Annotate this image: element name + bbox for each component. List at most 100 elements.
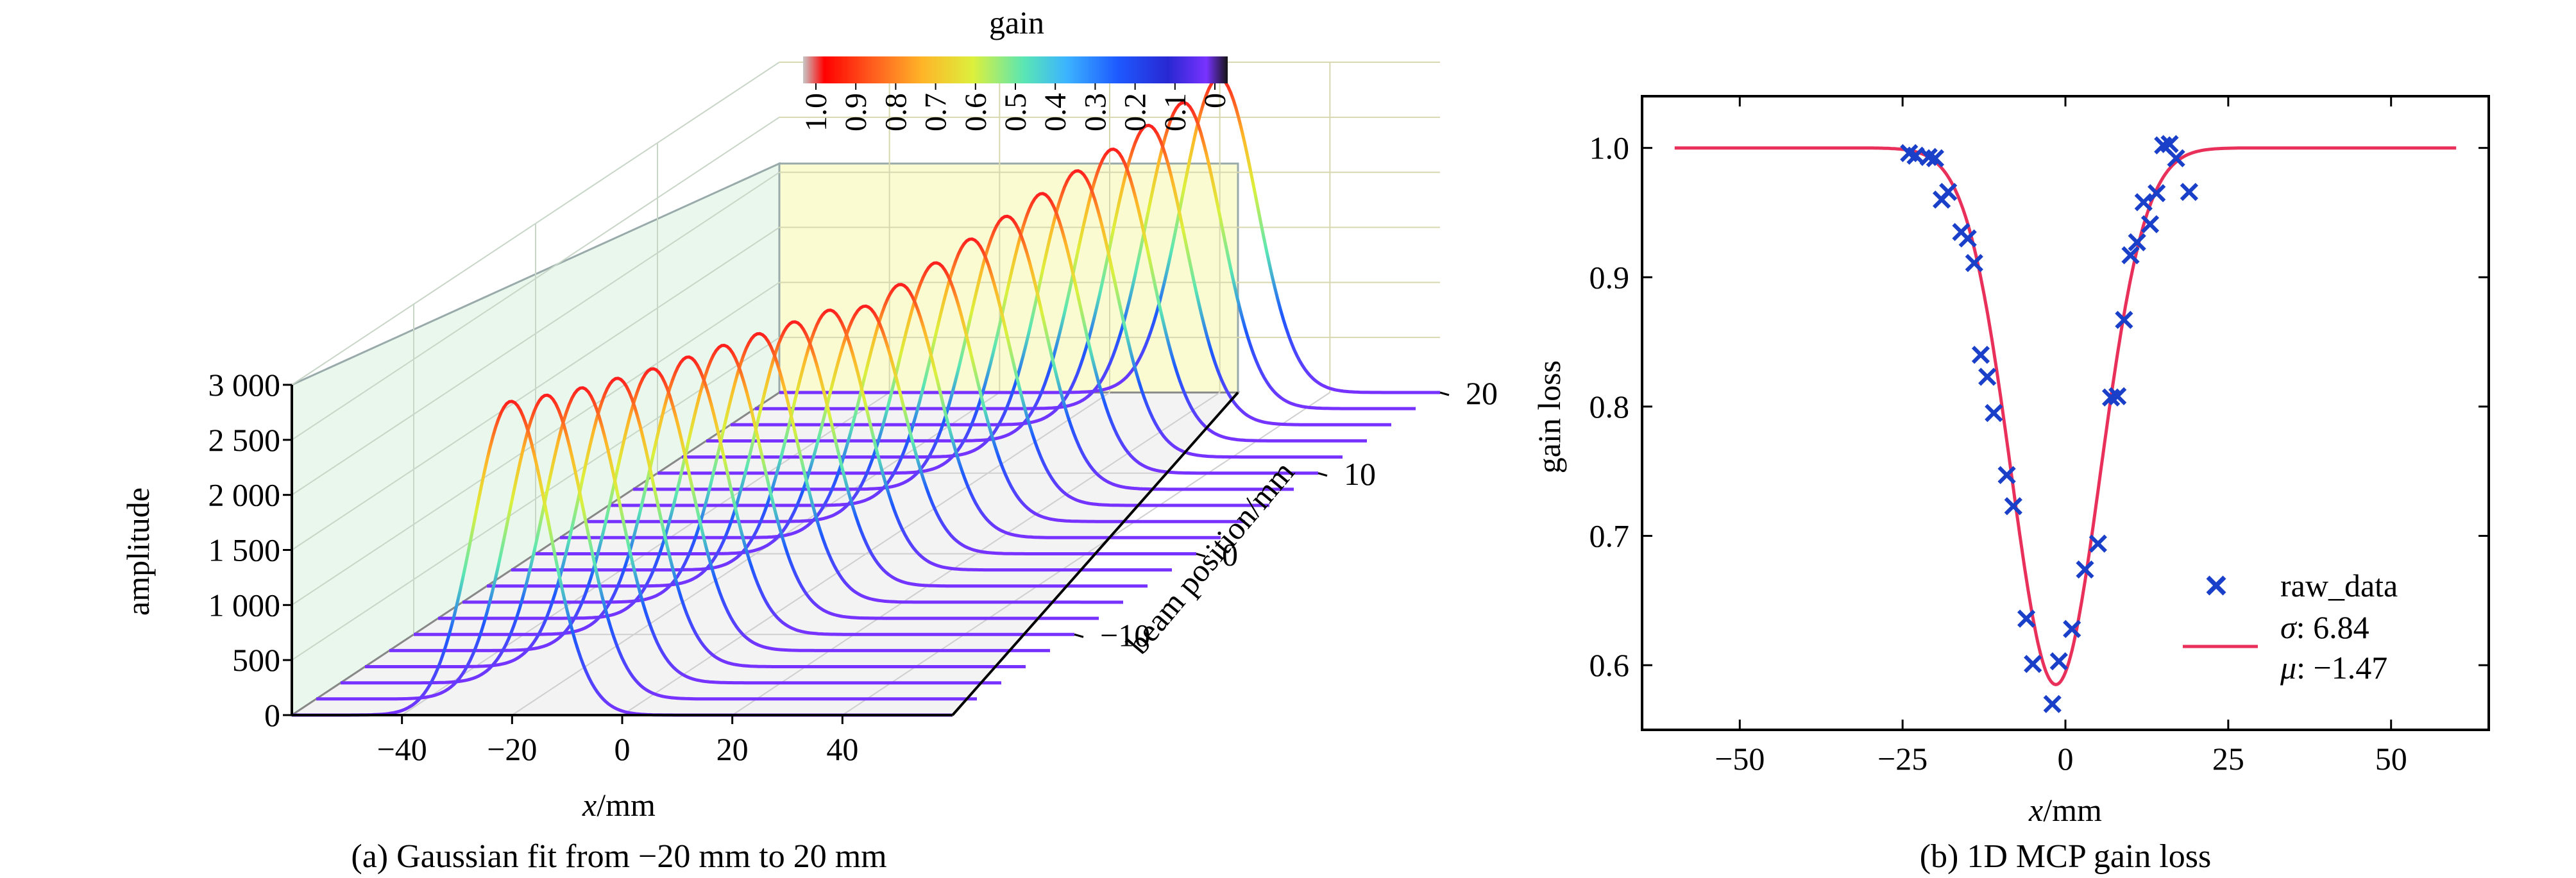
y-tick-label-a: 3 000	[208, 367, 281, 403]
legend-raw-label: raw_data	[2280, 568, 2398, 604]
y-tick-label-a: 0	[264, 697, 280, 733]
z-tick-label-a: 0	[1222, 537, 1238, 573]
raw-data-point	[2140, 215, 2160, 233]
panel-a-3d-gaussian-chart: −40 −20 0 20 40 0 500 1 000 1 500 2 000 2 500 3 000…	[120, 4, 1498, 875]
raw-data-point	[2160, 135, 2179, 153]
colorbar-gradient	[803, 56, 1228, 83]
y-tick-label-a: 2 000	[208, 477, 281, 513]
z-tick-a	[1074, 633, 1084, 638]
x-axis-label-a: x/mm	[582, 787, 656, 823]
panel-b-points	[1900, 135, 2199, 713]
gaussian-curve	[511, 308, 1172, 572]
gaussian-curve	[682, 169, 1343, 459]
z-tick-label-a: 20	[1466, 375, 1498, 411]
beam-position-axis	[951, 391, 1239, 716]
colorbar-tick-label: 0.5	[999, 93, 1033, 131]
raw-data-point	[1926, 149, 1945, 167]
panel-b-fit	[1674, 146, 2457, 686]
z-tick-label-a: 10	[1344, 456, 1376, 492]
raw-data-point	[2024, 655, 2042, 673]
x-tick-label-a: −20	[487, 731, 537, 767]
fit-curve	[1674, 146, 2457, 686]
gaussian-curve	[462, 332, 1123, 604]
z-tick-a	[1439, 391, 1450, 396]
raw-data-point	[1985, 403, 2003, 423]
raw-data-point	[2076, 560, 2094, 579]
gaussian-curve	[438, 344, 1099, 620]
gaussian-curve	[536, 304, 1196, 555]
legend-mu: μ: −1.47	[2280, 650, 2387, 686]
colorbar-tick-label: 0.2	[1119, 93, 1153, 131]
raw-data-point	[2134, 193, 2153, 212]
raw-data-point	[2017, 609, 2036, 628]
raw-data-point	[1971, 346, 1990, 364]
raw-data-point	[1965, 253, 1983, 273]
z-tick-a	[1196, 553, 1206, 557]
panel-b-gain-loss-chart: −50 −25 0 25 50 0.6 0.7 0.8 0.9 1.0 gain loss x/m…	[1531, 95, 2490, 875]
raw-data-point	[2128, 233, 2146, 251]
raw-data-point	[2108, 387, 2127, 405]
gaussian-curve	[487, 320, 1148, 588]
raw-data-point	[2043, 695, 2062, 713]
x-axis-label-b: x/mm	[2028, 792, 2102, 828]
gaussian-curve	[414, 355, 1074, 636]
colorbar-title: gain	[989, 4, 1044, 40]
colorbar-ticks: 1.0 0.9 0.8 0.7 0.6 0.5 0.4 0.3 0.2 0.1 0	[799, 83, 1232, 131]
y-tick-label-a: 1 500	[208, 532, 281, 568]
raw-data-point	[2063, 620, 2081, 638]
raw-data-point	[1997, 466, 2016, 484]
x-tick-label-b: 50	[2375, 741, 2407, 777]
y-tick-label-b: 0.9	[1589, 259, 1630, 295]
y-tick-label-b: 0.6	[1589, 647, 1630, 683]
gaussian-curve	[341, 386, 1001, 685]
gaussian-curve	[389, 367, 1050, 652]
caption-a: (a) Gaussian fit from −20 mm to 20 mm	[351, 838, 886, 875]
raw-data-point	[2004, 497, 2022, 516]
legend-marker-raw	[2206, 575, 2226, 596]
colorbar: gain 1.0 0.9 0.8 0.7 0.6 0.5 0.4 0.3 0.2 0.1 0	[799, 4, 1232, 131]
x-tick-label-a: 0	[614, 731, 631, 767]
x-tick-label-b: −50	[1715, 741, 1765, 777]
x-tick-label-b: −25	[1877, 741, 1928, 777]
x-tick-label-a: 20	[716, 731, 749, 767]
gaussian-curve	[365, 376, 1026, 668]
legend-sigma: σ: 6.84	[2280, 609, 2369, 645]
colorbar-tick-label: 0.4	[1038, 93, 1072, 131]
colorbar-tick-label: 0.9	[839, 93, 873, 131]
colorbar-tick-label: 0	[1198, 93, 1232, 108]
caption-b: (b) 1D MCP gain loss	[1920, 838, 2212, 875]
panel-a-ticks: −40 −20 0 20 40 0 500 1 000 1 500 2 000 2 500 3 000…	[208, 367, 1498, 767]
gaussian-curve	[316, 393, 977, 701]
raw-data-point	[2089, 534, 2107, 553]
raw-data-point	[2180, 183, 2199, 201]
raw-data-point	[2115, 310, 2133, 329]
raw-data-point	[2049, 652, 2068, 671]
gaussian-curve	[731, 124, 1391, 426]
z-tick-a	[1318, 472, 1328, 477]
colorbar-tick-label: 0.3	[1078, 93, 1112, 131]
gaussian-curve	[657, 192, 1318, 475]
colorbar-tick-label: 1.0	[799, 93, 833, 131]
panel-b-ticks: −50 −25 0 25 50 0.6 0.7 0.8 0.9 1.0	[1589, 96, 2489, 777]
colorbar-tick-label: 0.1	[1158, 93, 1192, 131]
y-tick-label-a: 1 000	[208, 587, 281, 623]
colorbar-tick-label: 0.7	[919, 93, 953, 131]
raw-data-point	[2148, 184, 2166, 203]
y-tick-label-a: 2 500	[208, 422, 281, 458]
y-tick-label-b: 0.7	[1589, 518, 1630, 554]
gaussian-curve	[779, 76, 1440, 394]
raw-data-point	[2121, 246, 2140, 265]
y-tick-label-b: 1.0	[1589, 130, 1630, 166]
y-tick-label-a: 500	[232, 642, 280, 678]
raw-data-point	[1958, 229, 1977, 248]
raw-data-point	[1939, 183, 1958, 201]
legend-b: raw_data σ: 6.84 μ: −1.47	[2183, 568, 2398, 686]
x-tick-label-a: −40	[377, 731, 427, 767]
x-tick-label-b: 25	[2212, 741, 2244, 777]
y-tick-label-b: 0.8	[1589, 389, 1630, 425]
gaussian-curve	[609, 237, 1269, 507]
z-tick-label-a: −10	[1100, 617, 1150, 653]
colorbar-tick-label: 0.8	[879, 93, 913, 131]
raw-data-point	[1978, 367, 1997, 386]
